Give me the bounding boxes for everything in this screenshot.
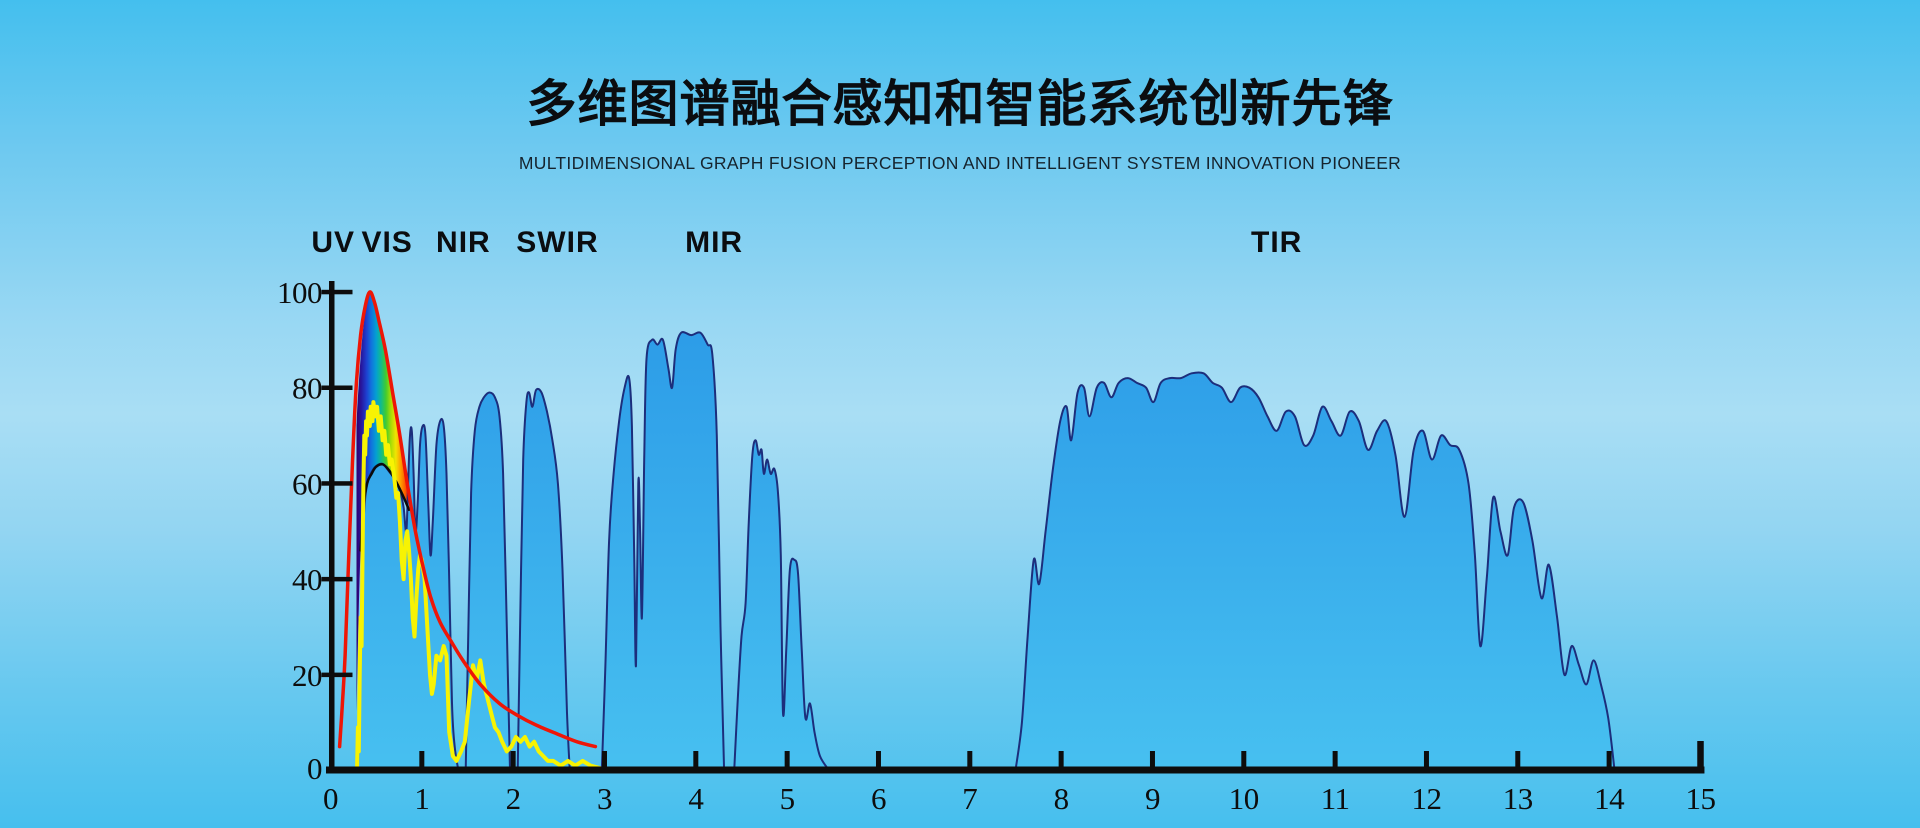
x-tick <box>1241 751 1247 767</box>
solar-blackbody-envelope-red-curve <box>337 290 598 749</box>
band-label-vis: VIS <box>361 226 412 259</box>
x-tick-label: 13 <box>1503 781 1533 816</box>
x-tick-label: 2 <box>506 781 521 816</box>
x-tick-label: 8 <box>1054 781 1069 816</box>
y-tick <box>321 672 353 678</box>
x-tick-label: 12 <box>1411 781 1441 816</box>
y-tick <box>321 289 353 295</box>
y-tick-label: 60 <box>292 466 322 501</box>
visible-spectrum-wedge <box>356 292 416 714</box>
x-tick-label: 11 <box>1321 781 1350 816</box>
x-tick-label: 9 <box>1145 781 1160 816</box>
x-tick <box>1697 741 1704 767</box>
x-tick <box>601 751 607 767</box>
x-tick-label: 10 <box>1229 781 1259 816</box>
x-tick-label: 5 <box>780 781 795 816</box>
y-tick <box>321 481 353 486</box>
x-tick-label: 4 <box>688 781 704 816</box>
y-tick-label: 100 <box>277 275 322 310</box>
x-tick-label: 15 <box>1685 781 1715 816</box>
x-tick <box>1423 751 1429 767</box>
transmission-windows-area <box>356 331 1616 772</box>
band-label-swir: SWIR <box>516 226 598 259</box>
x-tick <box>784 751 790 767</box>
band-label-mir: MIR <box>685 226 743 259</box>
x-tick <box>693 751 699 767</box>
x-tick <box>1515 751 1521 767</box>
x-tick <box>1149 751 1155 767</box>
x-tick <box>1058 751 1064 767</box>
y-axis-line <box>329 281 335 774</box>
page-subtitle: MULTIDIMENSIONAL GRAPH FUSION PERCEPTION… <box>518 153 1402 173</box>
y-tick-label: 0 <box>307 751 322 786</box>
y-tick <box>321 576 353 582</box>
y-tick <box>321 385 353 390</box>
x-tick <box>419 751 425 767</box>
x-tick-label: 3 <box>597 781 612 816</box>
x-tick-label: 14 <box>1594 781 1625 816</box>
x-tick-label: 0 <box>323 781 338 816</box>
x-tick-label: 1 <box>414 781 429 816</box>
y-tick-label: 20 <box>292 658 322 693</box>
y-tick-label: 80 <box>292 371 322 406</box>
band-label-tir: TIR <box>1251 226 1302 259</box>
x-tick <box>875 751 881 767</box>
band-label-uv: UV <box>311 226 355 259</box>
x-tick <box>967 751 973 767</box>
x-tick-label: 6 <box>871 781 886 816</box>
page-title: 多维图谱融合感知和智能系统创新先锋 <box>526 76 1394 132</box>
x-tick <box>1332 751 1338 767</box>
x-tick-label: 7 <box>962 781 977 816</box>
x-tick <box>510 751 516 767</box>
x-axis-line <box>326 766 1705 774</box>
band-label-nir: NIR <box>436 226 491 259</box>
x-tick <box>1606 751 1612 767</box>
y-tick-label: 40 <box>292 562 322 597</box>
